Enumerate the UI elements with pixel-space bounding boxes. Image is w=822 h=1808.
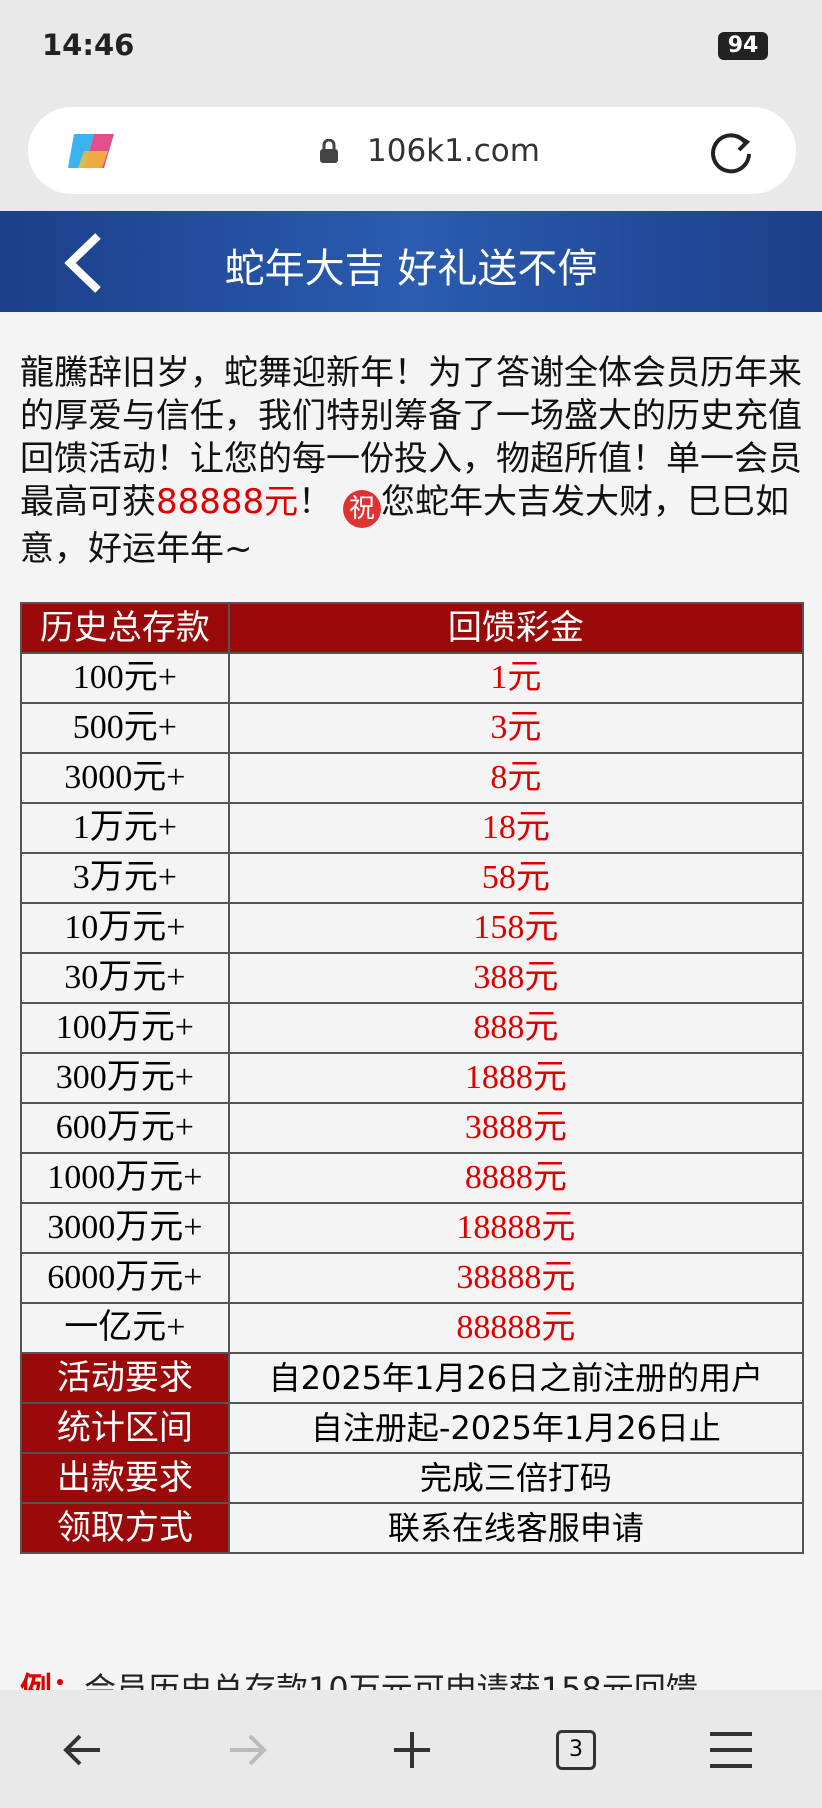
info-label: 领取方式	[20, 1502, 230, 1554]
info-row: 领取方式 联系在线客服申请	[20, 1502, 805, 1554]
bonus: 88888元	[227, 1302, 805, 1354]
info-row: 统计区间 自注册起-2025年1月26日止	[20, 1402, 805, 1454]
clock: 14:46	[42, 28, 135, 62]
header-cell: 历史总存款	[20, 602, 230, 654]
url: 106k1.com	[367, 133, 540, 169]
browser-logo	[68, 134, 114, 168]
table-row: 一亿元+ 88888元	[20, 1302, 805, 1354]
back-button[interactable]	[62, 232, 106, 294]
info-label: 活动要求	[20, 1352, 230, 1404]
bonus: 3888元	[227, 1102, 805, 1154]
deposit: 300万元+	[20, 1052, 230, 1104]
bonus: 8元	[227, 752, 805, 804]
nav-new-tab[interactable]	[390, 1728, 434, 1772]
reload-button[interactable]	[707, 128, 755, 176]
bonus-table: 历史总存款 回馈彩金 100元+ 1元 500元+ 3元 3000元+ 8元 1万元+ 18元 3万…	[20, 602, 805, 1554]
bonus: 18元	[227, 802, 805, 854]
deposit: 3000万元+	[20, 1202, 230, 1254]
deposit: 6000万元+	[20, 1252, 230, 1304]
table-row: 3万元+ 58元	[20, 852, 805, 904]
status-bar	[0, 0, 822, 100]
intro-text: 龍騰辞旧岁，蛇舞迎新年！为了答谢全体会员历年来的厚爱与信任，我们特别筹备了一场盛…	[20, 352, 810, 571]
page-header	[0, 211, 822, 312]
nav-menu[interactable]	[708, 1730, 754, 1770]
header-title: 蛇年大吉 好礼送不停	[224, 246, 598, 292]
deposit: 500元+	[20, 702, 230, 754]
bonus: 3元	[227, 702, 805, 754]
table-row: 10万元+ 158元	[20, 902, 805, 954]
bonus: 1元	[227, 652, 805, 704]
nav-forward[interactable]	[226, 1728, 270, 1772]
deposit: 3万元+	[20, 852, 230, 904]
deposit: 100元+	[20, 652, 230, 704]
lock-icon	[320, 139, 338, 163]
info-value: 自2025年1月26日之前注册的用户	[227, 1352, 805, 1404]
punct: ！	[298, 482, 333, 522]
table-row: 3000元+ 8元	[20, 752, 805, 804]
bonus: 38888元	[227, 1252, 805, 1304]
deposit: 1万元+	[20, 802, 230, 854]
deposit: 一亿元+	[20, 1302, 230, 1354]
table-row: 500元+ 3元	[20, 702, 805, 754]
deposit: 100万元+	[20, 1002, 230, 1054]
bonus: 888元	[227, 1002, 805, 1054]
table-row: 3000万元+ 18888元	[20, 1202, 805, 1254]
info-value: 自注册起-2025年1月26日止	[227, 1402, 805, 1454]
table-header: 历史总存款 回馈彩金	[20, 602, 805, 654]
deposit: 1000万元+	[20, 1152, 230, 1204]
table-row: 1000万元+ 8888元	[20, 1152, 805, 1204]
bonus: 388元	[227, 952, 805, 1004]
bonus: 8888元	[227, 1152, 805, 1204]
max-bonus: 88888元	[156, 482, 299, 522]
badge: 祝	[342, 490, 381, 528]
info-row: 活动要求 自2025年1月26日之前注册的用户	[20, 1352, 805, 1404]
url-bar[interactable]	[28, 107, 796, 194]
bonus: 58元	[227, 852, 805, 904]
info-row: 出款要求 完成三倍打码	[20, 1452, 805, 1504]
header-cell: 回馈彩金	[227, 602, 805, 654]
bonus: 18888元	[227, 1202, 805, 1254]
table-row: 30万元+ 388元	[20, 952, 805, 1004]
deposit: 10万元+	[20, 902, 230, 954]
table-row: 1万元+ 18元	[20, 802, 805, 854]
info-value: 联系在线客服申请	[227, 1502, 805, 1554]
tab-count[interactable]: 3	[556, 1730, 596, 1770]
table-row: 6000万元+ 38888元	[20, 1252, 805, 1304]
info-value: 完成三倍打码	[227, 1452, 805, 1504]
battery: 94	[718, 32, 768, 60]
table-row: 300万元+ 1888元	[20, 1052, 805, 1104]
bonus: 158元	[227, 902, 805, 954]
info-label: 统计区间	[20, 1402, 230, 1454]
table-row: 100元+ 1元	[20, 652, 805, 704]
greeting: 您蛇年大吉发大财，巳巳如意，好运年年~	[20, 482, 789, 569]
nav-back[interactable]	[60, 1728, 104, 1772]
intro: 龍騰辞旧岁，蛇舞迎新年！为了答谢全体会员历年来的厚爱与信任，我们特别筹备了一场盛…	[20, 353, 802, 522]
deposit: 30万元+	[20, 952, 230, 1004]
deposit: 3000元+	[20, 752, 230, 804]
table-row: 600万元+ 3888元	[20, 1102, 805, 1154]
bonus: 1888元	[227, 1052, 805, 1104]
table-row: 100万元+ 888元	[20, 1002, 805, 1054]
info-label: 出款要求	[20, 1452, 230, 1504]
deposit: 600万元+	[20, 1102, 230, 1154]
